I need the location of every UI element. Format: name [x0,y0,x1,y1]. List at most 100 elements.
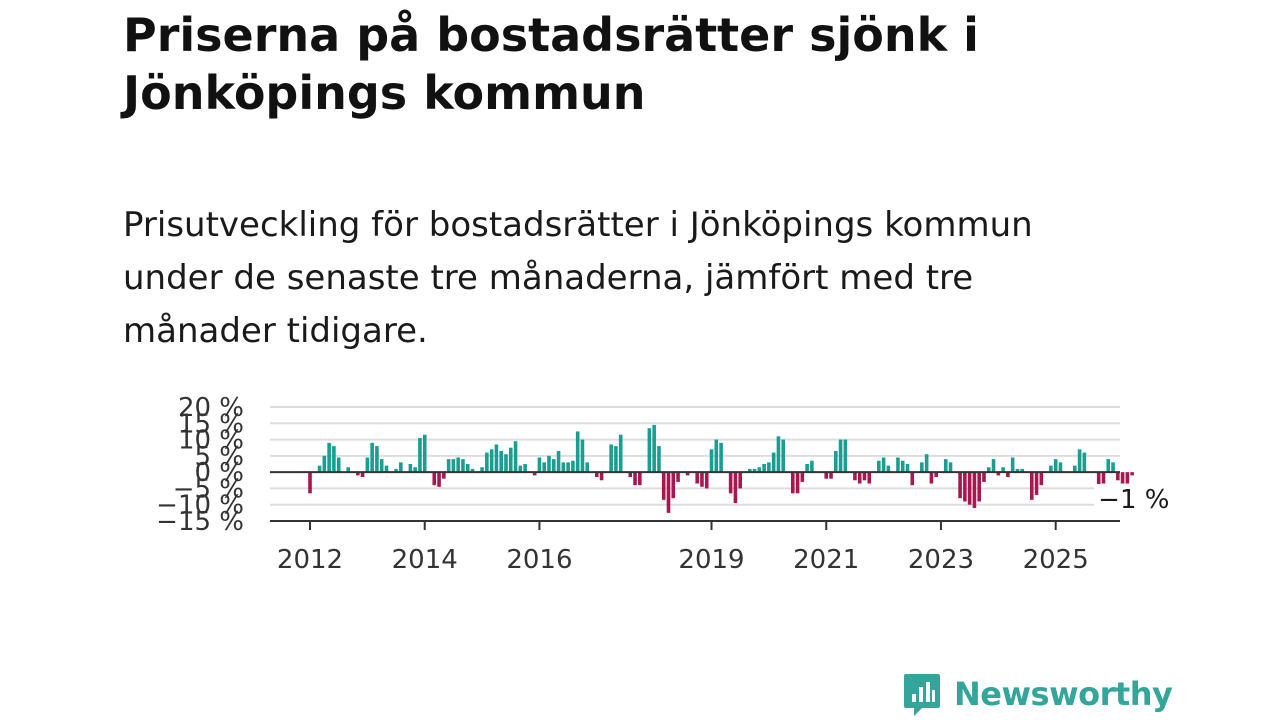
bar [943,459,948,473]
bar [489,449,494,473]
brand-logo: Newsworthy [902,670,1173,718]
bar [886,465,891,473]
bar [595,472,599,478]
bar [810,460,814,473]
bar [695,472,699,484]
last-value-label: −1 % [1098,485,1169,515]
bar [633,472,637,486]
y-tick-label: 15 % [178,409,244,439]
bar [618,434,623,473]
bar [413,467,417,473]
bar [523,464,527,473]
bar [599,472,604,481]
bar [762,464,766,473]
bar [900,460,905,473]
bar [566,462,570,473]
bar [747,468,752,473]
bar [719,442,723,473]
bar [709,449,714,473]
bar [1049,465,1053,473]
chart-title: Priserna på bostadsrätter sjönk i Jönköp… [123,8,979,120]
bar [1077,449,1082,473]
bar [575,431,580,473]
bar [676,472,680,482]
x-tick-label: 2025 [1023,545,1089,575]
bar [896,457,900,473]
bar [685,472,690,476]
bar [571,460,575,473]
bar [661,472,666,500]
bar [638,472,642,486]
axes [270,471,1120,530]
bar [790,472,795,494]
y-tick-label: 5 % [194,442,244,472]
x-tick-label: 2023 [908,545,974,575]
bar [375,446,379,473]
bar [652,424,656,473]
bar [446,459,451,473]
bar [905,464,910,473]
bar [843,439,848,473]
bar [437,472,441,487]
bar [853,472,857,481]
bar [317,465,322,473]
bar [738,472,742,489]
bar [609,444,613,473]
bar [346,467,351,473]
bar [1111,462,1115,473]
bar [967,472,972,505]
bars [308,424,1134,513]
bar [470,468,475,473]
bar [671,472,676,499]
bar [360,472,365,478]
bar [657,446,661,473]
bar [537,457,542,473]
bar [800,472,805,482]
bar [1116,472,1120,481]
bar [829,472,833,479]
bar [532,472,537,476]
tick-labels: 20 %15 %10 %5 %0 %−5 %−10 %−15 % 2012 2014… [156,393,1169,575]
bar [771,452,776,473]
bar [1073,465,1077,473]
bar [1058,462,1063,473]
bar [332,446,336,473]
x-tick-label: 2021 [793,545,859,575]
bar [795,472,800,494]
bar [451,459,456,473]
bar [862,472,867,481]
bar [1130,472,1134,476]
bar [504,454,508,473]
bar [1039,472,1044,486]
x-tick-label: 2012 [277,545,343,575]
bar [628,472,633,478]
y-tick-label: 0 % [194,458,244,488]
bar [379,459,384,473]
x-tick-label: 2016 [506,545,572,575]
newsworthy-logo-icon [904,674,940,716]
last-value-label-bg [1094,484,1167,514]
bar [418,437,422,473]
bar [1034,472,1039,495]
y-tick-label: 10 % [178,426,244,456]
bar [465,464,470,473]
bar [1096,472,1101,494]
bar [776,436,781,473]
bar [370,442,374,473]
bar [1120,472,1125,484]
bar [513,441,518,473]
bar [948,462,953,473]
bar [551,459,556,473]
bar [838,439,843,473]
bar [556,450,561,473]
bar [547,455,551,473]
bar [1020,468,1025,473]
bar [1101,472,1106,484]
bar [308,472,312,494]
bar [781,439,786,473]
bar [499,450,503,473]
bar [977,472,981,502]
bar [958,472,962,499]
chart-subtitle: Prisutveckling för bostadsrätter i Jönkö… [123,205,1033,351]
